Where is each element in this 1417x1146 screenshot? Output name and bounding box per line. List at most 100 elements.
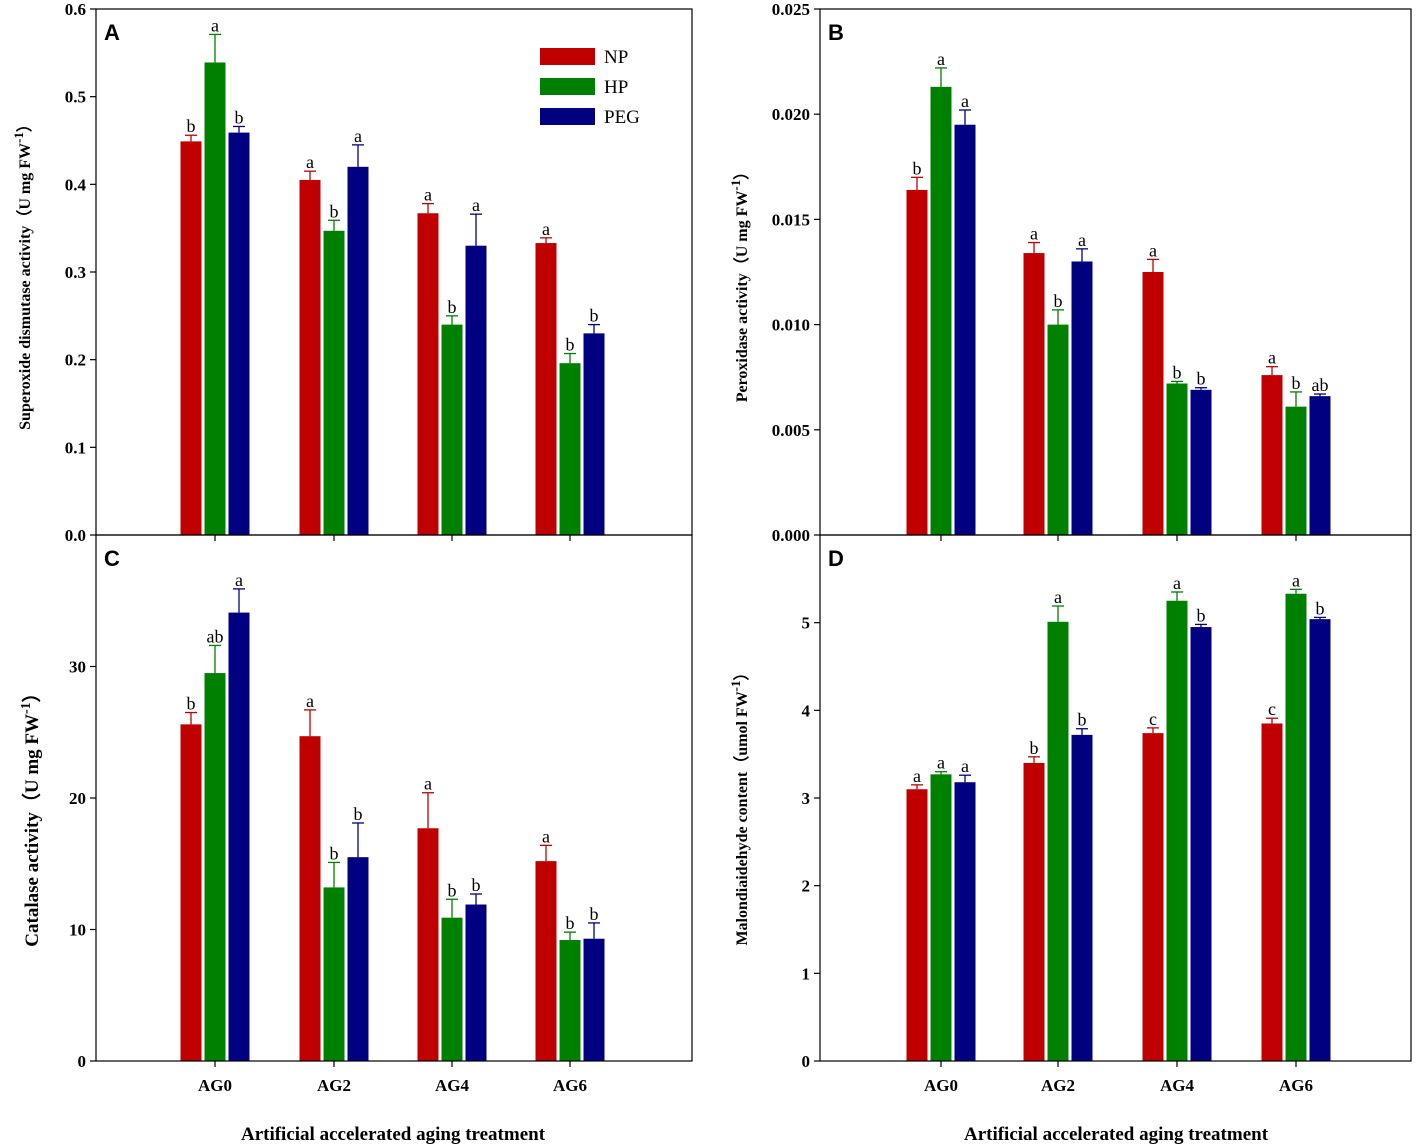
panel-b-significance-letter: a bbox=[1030, 224, 1038, 244]
panel-a-y-tick-label: 0.4 bbox=[65, 175, 87, 194]
panel-c-significance-letter: ab bbox=[207, 626, 224, 646]
panel-d-x-tick-label: AG4 bbox=[1160, 1076, 1195, 1095]
legend-label-peg: PEG bbox=[604, 107, 640, 128]
panel-d-x-tick-label: AG0 bbox=[924, 1076, 958, 1095]
panel-b-y-tick-label: 0.025 bbox=[772, 0, 810, 19]
panel-c-bar-peg-ag2 bbox=[347, 857, 369, 1061]
panel-a-y-tick-label: 0.3 bbox=[65, 263, 86, 282]
panel-b-significance-letter: a bbox=[961, 91, 969, 111]
panel-b-y-tick-label: 0.010 bbox=[772, 316, 810, 335]
panel-b-bar-hp-ag4 bbox=[1166, 383, 1188, 535]
panel-b: 0.0000.0050.0100.0150.0200.025baaaabbbaa… bbox=[728, 0, 1412, 545]
legend-label-hp: HP bbox=[604, 77, 628, 98]
panel-d-significance-letter: c bbox=[1149, 709, 1157, 729]
panel-a-bar-peg-ag2 bbox=[347, 166, 369, 536]
panel-b-y-tick-label: 0.020 bbox=[772, 105, 810, 124]
panel-c-x-tick-label: AG4 bbox=[435, 1076, 470, 1095]
panel-d-y-tick-label: 2 bbox=[802, 877, 811, 896]
panel-a-bar-np-ag6 bbox=[535, 243, 557, 535]
panel-a-y-tick-label: 0.0 bbox=[65, 526, 86, 545]
panel-d-significance-letter: b bbox=[1078, 710, 1087, 730]
panel-d-bar-np-ag0 bbox=[906, 789, 928, 1061]
panel-c-bar-np-ag4 bbox=[417, 828, 439, 1061]
panel-a-significance-letter: b bbox=[448, 297, 457, 317]
panel-c-bar-hp-ag2 bbox=[323, 887, 345, 1061]
panel-a-bar-peg-ag0 bbox=[228, 132, 250, 536]
panel-d-significance-letter: a bbox=[1054, 587, 1062, 607]
panel-d-significance-letter: c bbox=[1268, 699, 1276, 719]
panel-c-significance-letter: b bbox=[448, 880, 457, 900]
panel-d-bar-np-ag4 bbox=[1142, 733, 1164, 1061]
panel-d-frame bbox=[819, 534, 1412, 1062]
panel-d-bar-np-ag2 bbox=[1023, 762, 1045, 1061]
panel-a-significance-letter: a bbox=[354, 126, 362, 146]
panel-a-bar-hp-ag6 bbox=[559, 363, 581, 535]
panel-d-y-tick-label: 5 bbox=[802, 614, 811, 633]
panel-a-significance-letter: a bbox=[306, 152, 314, 172]
panel-c-bar-np-ag0 bbox=[180, 724, 202, 1061]
panel-a-y-tick-label: 0.6 bbox=[65, 0, 86, 19]
panel-a-significance-letter: a bbox=[472, 195, 480, 215]
panel-d-bar-hp-ag0 bbox=[930, 774, 952, 1061]
panel-d-x-tick-label: AG6 bbox=[1279, 1076, 1313, 1095]
panel-d-significance-letter: a bbox=[937, 753, 945, 773]
panel-a-bar-peg-ag6 bbox=[583, 333, 605, 535]
panel-b-bar-np-ag0 bbox=[906, 189, 928, 535]
panel-b-significance-letter: a bbox=[1078, 230, 1086, 250]
panel-b-bar-np-ag6 bbox=[1261, 375, 1283, 535]
panel-b-y-tick-label: 0.005 bbox=[772, 421, 810, 440]
panel-a-significance-letter: b bbox=[330, 201, 339, 221]
panel-c-frame bbox=[95, 534, 693, 1062]
panel-b-y-tick-label: 0.015 bbox=[772, 210, 810, 229]
panel-b-significance-letter: b bbox=[1292, 373, 1301, 393]
panel-d-bar-hp-ag2 bbox=[1047, 621, 1069, 1061]
panel-d-significance-letter: a bbox=[961, 756, 969, 776]
panel-c-significance-letter: a bbox=[542, 826, 550, 846]
panel-d-bar-hp-ag6 bbox=[1285, 593, 1307, 1061]
x-axis-label-right: Artificial accelerated aging treatment bbox=[964, 1124, 1269, 1145]
panel-d-significance-letter: a bbox=[913, 766, 921, 786]
panel-d-significance-letter: b bbox=[1316, 598, 1325, 618]
panel-d-y-tick-label: 4 bbox=[802, 701, 811, 720]
legend-swatch-np bbox=[540, 48, 595, 65]
panel-a-bar-hp-ag4 bbox=[441, 324, 463, 535]
legend-label-np: NP bbox=[604, 47, 628, 68]
panel-c-y-tick-label: 30 bbox=[69, 658, 86, 677]
panel-a-bar-np-ag4 bbox=[417, 213, 439, 535]
panel-b-bar-np-ag4 bbox=[1142, 272, 1164, 535]
panel-c-bar-hp-ag0 bbox=[204, 673, 226, 1061]
panel-c-y-tick-label: 10 bbox=[69, 921, 86, 940]
panel-a-significance-letter: b bbox=[566, 335, 575, 355]
panel-d-bar-peg-ag0 bbox=[954, 782, 976, 1061]
panel-a-y-tick-label: 0.5 bbox=[65, 88, 86, 107]
panel-b-significance-letter: b bbox=[1054, 291, 1063, 311]
panel-b-bar-peg-ag4 bbox=[1190, 389, 1212, 535]
panel-b-significance-letter: b bbox=[1173, 362, 1182, 382]
panel-a-bar-hp-ag0 bbox=[204, 62, 226, 536]
panel-c-significance-letter: b bbox=[354, 804, 363, 824]
panel-a-significance-letter: a bbox=[211, 15, 219, 35]
panel-b-bar-hp-ag6 bbox=[1285, 406, 1307, 535]
legend-swatch-hp bbox=[540, 78, 595, 95]
panel-a-bar-np-ag0 bbox=[180, 141, 202, 536]
panel-b-y-tick-label: 0.000 bbox=[772, 526, 810, 545]
panel-a-significance-letter: b bbox=[187, 116, 196, 136]
panel-b-label: B bbox=[828, 20, 844, 45]
panel-b-significance-letter: b bbox=[913, 158, 922, 178]
panel-b-bar-peg-ag2 bbox=[1071, 261, 1093, 535]
panel-b-bar-peg-ag6 bbox=[1309, 396, 1331, 535]
panel-d-y-tick-label: 3 bbox=[802, 789, 811, 808]
panel-d-bar-peg-ag2 bbox=[1071, 734, 1093, 1061]
panel-d-bar-hp-ag4 bbox=[1166, 600, 1188, 1061]
panel-c-bar-np-ag6 bbox=[535, 861, 557, 1061]
panel-d-significance-letter: b bbox=[1030, 738, 1039, 758]
panel-c-y-tick-label: 20 bbox=[69, 789, 86, 808]
panel-d-significance-letter: a bbox=[1292, 570, 1300, 590]
panel-c-significance-letter: a bbox=[235, 570, 243, 590]
